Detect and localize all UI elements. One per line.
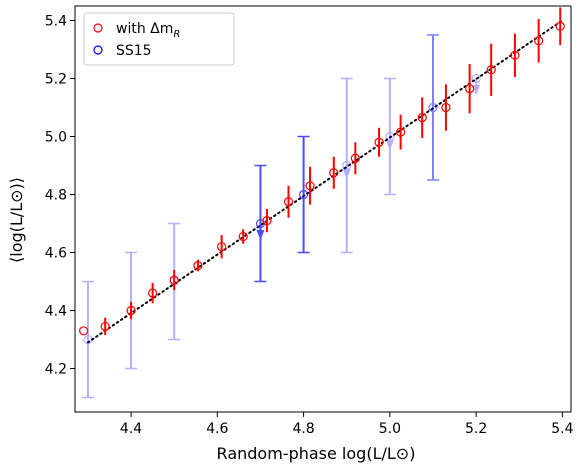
legend-marker-ss15 <box>93 45 103 55</box>
x-tick-label: 4.4 <box>120 421 142 437</box>
delta-mr-marker <box>283 197 294 207</box>
x-tick-label: 5.4 <box>551 421 573 437</box>
delta-mr-point <box>148 282 158 304</box>
delta-mr-point <box>262 209 272 233</box>
delta-mr-point <box>396 114 406 150</box>
y-tick-label: 5.4 <box>45 14 67 30</box>
ss15-point <box>81 280 94 399</box>
ss15-point <box>426 34 439 181</box>
delta-mr-marker <box>441 102 451 113</box>
delta-mr-point <box>79 326 89 336</box>
delta-mr-point <box>417 97 427 138</box>
ss15-marker <box>428 102 438 113</box>
delta-mr-point <box>193 259 203 272</box>
x-tick-label: 4.6 <box>206 421 228 437</box>
y-tick-label: 5.2 <box>45 72 67 88</box>
delta-mr-point <box>100 317 110 336</box>
delta-mr-point <box>555 7 565 46</box>
x-axis-title: Random-phase log(L/L⊙) <box>217 444 416 463</box>
ss15-point <box>254 164 267 283</box>
delta-mr-point <box>534 19 544 63</box>
delta-mr-marker <box>465 84 475 94</box>
delta-mr-marker <box>148 288 158 298</box>
delta-mr-marker <box>374 137 384 147</box>
y-tick-label: 4.2 <box>45 362 67 378</box>
delta-mr-point <box>374 127 384 157</box>
delta-mr-marker <box>126 305 136 316</box>
delta-mr-marker <box>169 275 179 285</box>
x-tick-label: 5.2 <box>465 421 487 437</box>
ss15-point <box>471 73 481 95</box>
legend-label-delta-mr: with ΔmR <box>116 21 180 40</box>
delta-mr-marker <box>305 181 315 191</box>
ss15-marker <box>471 73 481 84</box>
delta-mr-point <box>329 156 339 189</box>
delta-mr-point <box>305 166 315 205</box>
ss15-marker <box>342 160 352 171</box>
ss15-marker <box>298 189 309 200</box>
reference-line <box>86 19 564 344</box>
delta-mr-point <box>169 269 179 291</box>
legend-item-delta-mr: with ΔmR <box>93 21 180 40</box>
ss15-arrow-head <box>256 230 265 240</box>
y-axis-title: ⟨log(L/L⊙)⟩ <box>7 177 26 263</box>
delta-mr-marker <box>396 127 406 137</box>
ss15-point <box>340 77 353 254</box>
legend: with ΔmR SS15 <box>83 12 235 66</box>
delta-mr-marker <box>329 168 339 178</box>
delta-mr-marker <box>79 326 89 336</box>
plot-layer <box>79 7 565 399</box>
x-tick-label: 5.0 <box>379 421 401 437</box>
delta-mr-marker <box>555 21 565 31</box>
plot-frame <box>74 5 572 413</box>
delta-mr-marker <box>510 50 520 60</box>
delta-mr-point <box>510 33 520 78</box>
y-tick-label: 4.6 <box>45 246 67 262</box>
axis-layer: 4.4 4.6 4.8 5.0 5.2 5.4 4.2 4.4 4.6 4.8 5.0 5.2 5.4 <box>45 5 574 437</box>
ss15-point <box>297 135 310 254</box>
y-tick-label: 4.4 <box>45 304 67 320</box>
delta-mr-marker <box>238 231 248 242</box>
legend-label-ss15: SS15 <box>116 43 152 59</box>
delta-mr-marker <box>100 321 110 332</box>
delta-mr-point <box>465 64 475 114</box>
delta-mr-point <box>350 142 360 175</box>
delta-mr-point <box>283 185 294 218</box>
delta-mr-marker <box>486 65 496 75</box>
ss15-arrow-head <box>472 85 481 95</box>
delta-mr-point <box>486 43 496 96</box>
ss15-marker <box>385 131 395 142</box>
ss15-arrow-head <box>342 169 351 180</box>
delta-mr-marker <box>217 242 227 252</box>
legend-marker-delta-mr <box>93 23 103 33</box>
delta-mr-marker <box>350 153 360 163</box>
delta-mr-point <box>441 84 451 131</box>
legend-box <box>83 12 235 66</box>
ss15-arrow-head <box>385 140 394 151</box>
ss15-marker <box>83 334 93 345</box>
delta-mr-point <box>126 301 136 320</box>
ss15-point <box>383 77 396 196</box>
y-tick-label: 5.0 <box>45 130 67 146</box>
delta-mr-marker <box>534 36 544 46</box>
delta-mr-marker <box>262 216 272 226</box>
legend-item-ss15: SS15 <box>93 43 152 59</box>
y-tick-label: 4.8 <box>45 188 67 204</box>
delta-mr-marker <box>193 260 203 271</box>
delta-mr-marker <box>417 113 427 123</box>
delta-mr-point <box>217 235 227 259</box>
delta-mr-point <box>238 229 248 244</box>
x-tick-label: 4.8 <box>292 421 314 437</box>
